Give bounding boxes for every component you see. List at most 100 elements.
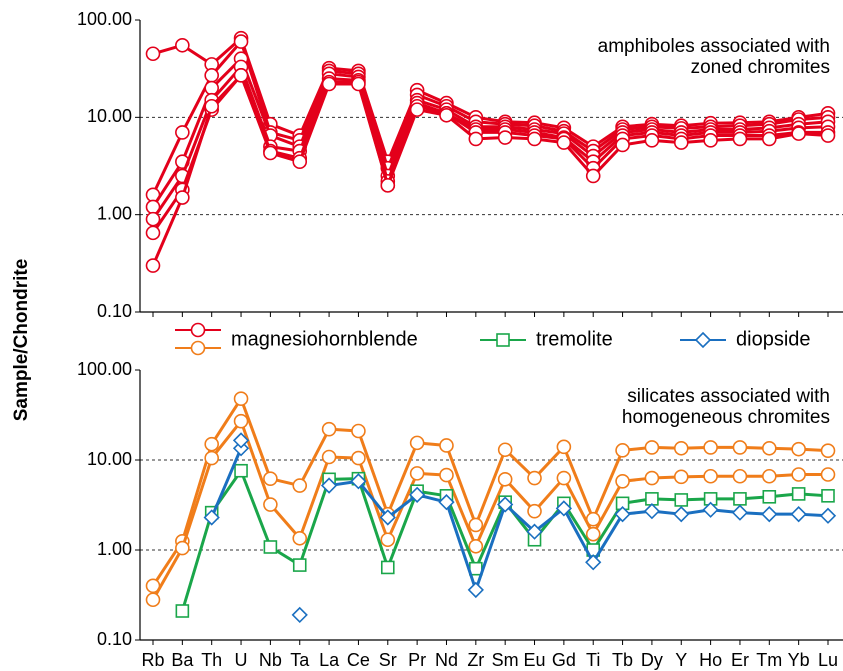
x-tick-label: Pr xyxy=(408,650,426,670)
data-point xyxy=(556,135,572,150)
x-tick-label: Ba xyxy=(171,650,194,670)
data-point xyxy=(292,530,308,546)
x-tick-label: Th xyxy=(201,650,222,670)
data-point xyxy=(703,133,718,148)
data-point xyxy=(204,98,219,114)
data-point xyxy=(233,68,249,83)
x-tick-label: Rb xyxy=(141,650,164,670)
y-axis-label: Sample/Chondrite xyxy=(11,259,32,422)
data-point xyxy=(585,526,601,542)
data-point xyxy=(556,470,572,486)
data-point xyxy=(703,440,718,455)
data-point xyxy=(439,107,454,123)
y-tick-label: 0.10 xyxy=(97,629,132,649)
data-point xyxy=(732,131,748,147)
x-tick-label: Nd xyxy=(435,650,458,670)
data-point xyxy=(819,507,837,524)
data-point xyxy=(175,540,190,556)
data-point xyxy=(321,449,337,465)
series-line xyxy=(180,469,829,612)
data-point xyxy=(615,473,630,489)
data-point xyxy=(468,131,484,147)
data-point xyxy=(762,131,777,147)
data-point xyxy=(263,497,278,512)
data-point xyxy=(350,473,367,490)
annotation: zoned chromites xyxy=(691,57,830,78)
data-point xyxy=(674,493,689,507)
data-point xyxy=(820,128,836,143)
data-point xyxy=(467,581,484,599)
data-point xyxy=(731,504,749,521)
data-point xyxy=(761,506,778,523)
legend-marker xyxy=(190,340,206,356)
data-point xyxy=(791,467,806,482)
data-point xyxy=(233,413,249,429)
data-point xyxy=(439,467,454,483)
data-point xyxy=(351,423,366,439)
annotation: silicates associated with xyxy=(627,386,830,407)
data-point xyxy=(175,190,190,205)
data-point xyxy=(468,538,484,554)
data-point xyxy=(732,468,748,484)
data-point xyxy=(204,68,219,83)
legend-marker xyxy=(496,333,510,347)
x-tick-label: Eu xyxy=(524,650,546,670)
x-tick-label: La xyxy=(319,650,340,670)
data-point xyxy=(380,560,395,575)
legend-marker xyxy=(190,322,206,338)
y-tick-label: 100.00 xyxy=(77,359,132,379)
x-tick-label: Ho xyxy=(699,650,722,670)
y-tick-label: 10.00 xyxy=(87,449,132,469)
data-point xyxy=(292,154,308,170)
x-tick-label: Nb xyxy=(259,650,282,670)
data-point xyxy=(175,125,190,140)
data-point xyxy=(673,469,689,485)
data-point xyxy=(409,435,425,451)
data-point xyxy=(292,558,307,572)
data-point xyxy=(409,466,425,481)
data-point xyxy=(615,443,630,458)
data-point xyxy=(527,503,542,519)
data-point xyxy=(644,133,660,148)
data-point xyxy=(291,606,308,624)
data-point xyxy=(204,436,219,452)
data-point xyxy=(585,554,602,571)
data-point xyxy=(232,432,250,449)
data-point xyxy=(439,438,454,453)
data-point xyxy=(233,34,249,49)
data-point xyxy=(527,470,542,486)
data-point xyxy=(263,540,278,554)
data-point xyxy=(380,532,396,548)
data-point xyxy=(175,37,190,53)
x-tick-label: Sr xyxy=(379,650,397,670)
data-point xyxy=(497,496,514,513)
x-tick-label: Ti xyxy=(586,650,600,670)
data-point xyxy=(703,468,718,484)
data-point xyxy=(203,509,220,526)
x-tick-label: Tm xyxy=(756,650,782,670)
legend-label: tremolite xyxy=(536,328,613,350)
y-tick-label: 0.10 xyxy=(97,301,132,321)
data-point xyxy=(292,478,308,493)
y-tick-label: 1.00 xyxy=(97,203,132,223)
data-point xyxy=(204,450,219,466)
data-point xyxy=(821,489,835,503)
data-point xyxy=(408,486,426,503)
data-point xyxy=(145,258,161,273)
data-point xyxy=(497,442,513,458)
y-tick-label: 100.00 xyxy=(77,9,132,29)
data-point xyxy=(733,492,747,506)
data-point xyxy=(615,137,630,153)
data-point xyxy=(321,76,337,92)
data-point xyxy=(145,46,161,62)
data-point xyxy=(145,592,161,608)
x-tick-label: Ta xyxy=(290,650,310,670)
x-tick-label: Sm xyxy=(492,650,519,670)
data-point xyxy=(585,168,601,184)
data-point xyxy=(644,470,660,486)
data-point xyxy=(320,477,338,494)
data-point xyxy=(555,500,573,517)
x-tick-label: Tb xyxy=(612,650,633,670)
annotation: homogeneous chromites xyxy=(622,407,830,428)
